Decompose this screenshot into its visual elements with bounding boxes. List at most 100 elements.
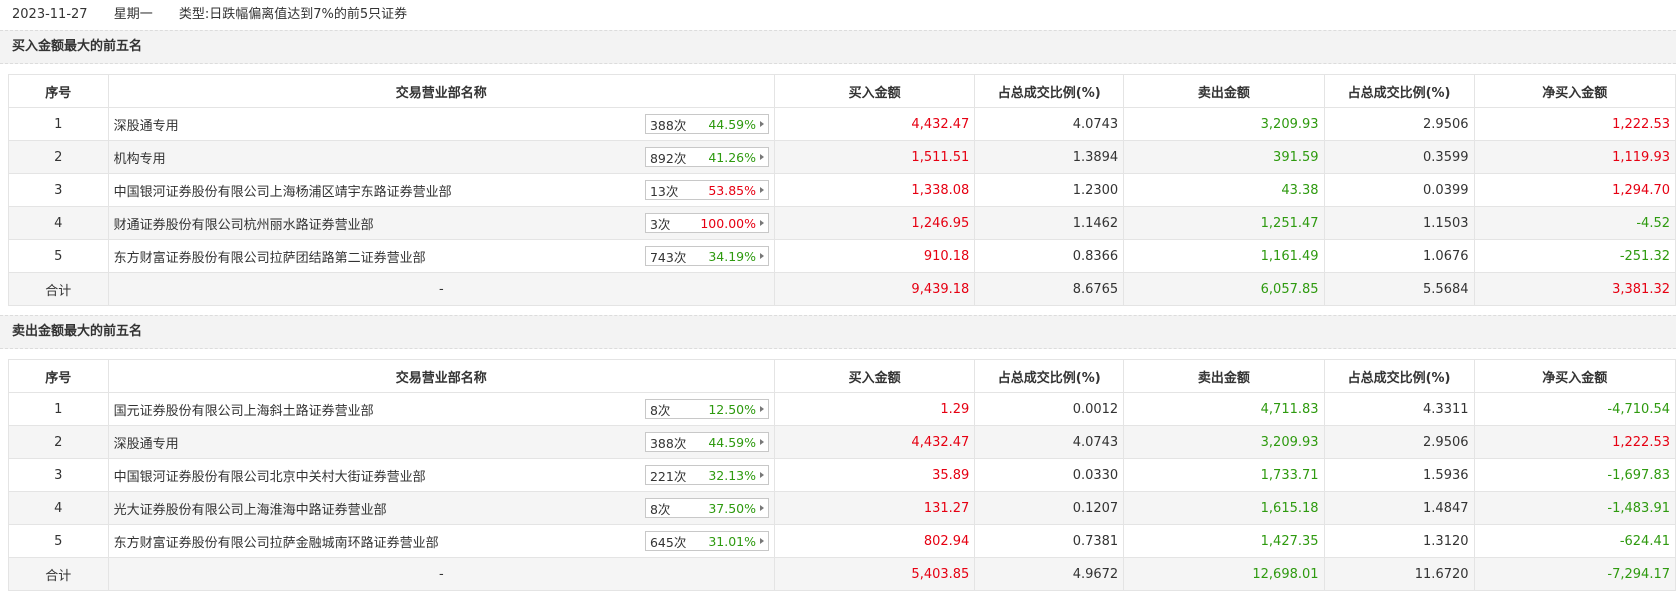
listing-count-button[interactable]: 8次 12.50% (644, 399, 769, 419)
row-number: 3 (8, 458, 109, 492)
table-row: 4 财通证券股份有限公司杭州丽水路证券营业部 3次 100.00% 1,246.95 1.… (8, 206, 1676, 240)
buy-ratio: 4.0743 (974, 107, 1125, 141)
caret-right-icon (759, 439, 764, 445)
sell-ratio: 0.0399 (1323, 173, 1475, 207)
listing-count-button[interactable]: 892次 41.26% (644, 147, 769, 167)
net-amount: -4,710.54 (1473, 392, 1676, 426)
table-row: 5 东方财富证券股份有限公司拉萨团结路第二证券营业部 743次 34.19% 910.1… (8, 239, 1676, 273)
broker-cell: 中国银河证券股份有限公司上海杨浦区靖宇东路证券营业部 13次 53.85% (107, 173, 775, 207)
buy-amount: 4,432.47 (773, 107, 976, 141)
win-rate: 37.50% (708, 500, 756, 516)
type-value: 日跌幅偏离值达到7%的前5只证券 (209, 7, 408, 22)
listing-count-button[interactable]: 743次 34.19% (644, 246, 769, 266)
sell-ratio: 0.3599 (1323, 140, 1475, 174)
listing-count: 388次 (649, 117, 687, 133)
broker-wrap: 东方财富证券股份有限公司拉萨团结路第二证券营业部 743次 34.19% (114, 246, 769, 266)
broker-name[interactable]: 财通证券股份有限公司杭州丽水路证券营业部 (113, 217, 374, 233)
broker-name[interactable]: 深股通专用 (113, 436, 179, 452)
buy-ratio: 0.1207 (974, 491, 1125, 525)
listing-count-button[interactable]: 3次 100.00% (644, 213, 769, 233)
caret-right-icon (759, 121, 764, 127)
buy-ratio: 0.7381 (974, 524, 1125, 558)
win-rate: 44.59% (708, 116, 756, 132)
buy-ratio: 1.2300 (974, 173, 1125, 207)
total-sell: 6,057.85 (1123, 272, 1325, 306)
listing-count-button[interactable]: 8次 37.50% (644, 498, 769, 518)
broker-cell: 深股通专用 388次 44.59% (107, 107, 775, 141)
total-broker: - (107, 557, 775, 591)
col-sell-ratio-header: 占总成交比例(%) (1323, 74, 1475, 108)
buy-top5-table: 序号 交易营业部名称 买入金额 占总成交比例(%) 卖出金额 占总成交比例(%) 净买入金额… (8, 74, 1676, 306)
broker-name[interactable]: 东方财富证券股份有限公司拉萨团结路第二证券营业部 (113, 250, 426, 266)
sell-ratio: 1.5936 (1323, 458, 1475, 492)
buy-ratio: 1.3894 (974, 140, 1125, 174)
sell-amount: 1,427.35 (1123, 524, 1325, 558)
sell-table-header: 序号 交易营业部名称 买入金额 占总成交比例(%) 卖出金额 占总成交比例(%) 净买入金额 (8, 359, 1676, 393)
win-rate: 31.01% (708, 533, 756, 549)
broker-wrap: 机构专用 892次 41.26% (114, 147, 769, 167)
broker-name[interactable]: 光大证券股份有限公司上海淮海中路证券营业部 (113, 502, 387, 518)
win-rate: 53.85% (708, 182, 756, 198)
buy-amount: 910.18 (773, 239, 976, 273)
sell-ratio: 4.3311 (1323, 392, 1475, 426)
sell-ratio: 1.1503 (1323, 206, 1475, 240)
buy-ratio: 0.0330 (974, 458, 1125, 492)
header-row: 序号 交易营业部名称 买入金额 占总成交比例(%) 卖出金额 占总成交比例(%) 净买入金额 (8, 359, 1676, 393)
sell-amount: 1,251.47 (1123, 206, 1325, 240)
table-row: 3 中国银河证券股份有限公司上海杨浦区靖宇东路证券营业部 13次 53.85% 1,33… (8, 173, 1676, 207)
sell-section-title: 卖出金额最大的前五名 (0, 315, 1676, 349)
listing-count-button[interactable]: 388次 44.59% (644, 432, 769, 452)
weekday: 星期一 (113, 7, 153, 22)
buy-amount: 131.27 (773, 491, 976, 525)
sell-amount: 1,733.71 (1123, 458, 1325, 492)
caret-right-icon (759, 505, 764, 511)
sell-amount: 1,615.18 (1123, 491, 1325, 525)
caret-right-icon (759, 220, 764, 226)
listing-count-button[interactable]: 645次 31.01% (644, 531, 769, 551)
broker-name[interactable]: 国元证券股份有限公司上海斜土路证券营业部 (113, 403, 374, 419)
broker-wrap: 财通证券股份有限公司杭州丽水路证券营业部 3次 100.00% (114, 213, 769, 233)
broker-cell: 财通证券股份有限公司杭州丽水路证券营业部 3次 100.00% (107, 206, 775, 240)
col-no-header: 序号 (8, 359, 109, 393)
total-buy-ratio: 8.6765 (974, 272, 1125, 306)
col-sell-header: 卖出金额 (1123, 74, 1325, 108)
broker-wrap: 国元证券股份有限公司上海斜土路证券营业部 8次 12.50% (114, 399, 769, 419)
total-buy: 9,439.18 (773, 272, 976, 306)
total-label: 合计 (8, 272, 109, 306)
win-rate: 32.13% (708, 467, 756, 483)
listing-count-button[interactable]: 388次 44.59% (644, 114, 769, 134)
col-no-header: 序号 (8, 74, 109, 108)
table-row: 2 深股通专用 388次 44.59% 4,432.47 4.0743 3,209.93 2.… (8, 425, 1676, 459)
broker-cell: 东方财富证券股份有限公司拉萨金融城南环路证券营业部 645次 31.01% (107, 524, 775, 558)
net-amount: -624.41 (1473, 524, 1676, 558)
col-buy-ratio-header: 占总成交比例(%) (974, 74, 1125, 108)
broker-wrap: 深股通专用 388次 44.59% (114, 432, 769, 452)
row-number: 4 (8, 206, 109, 240)
broker-wrap: 中国银河证券股份有限公司上海杨浦区靖宇东路证券营业部 13次 53.85% (114, 180, 769, 200)
type-label: 类型: (178, 7, 210, 22)
header-row: 序号 交易营业部名称 买入金额 占总成交比例(%) 卖出金额 占总成交比例(%) 净买入金额 (8, 74, 1676, 108)
listing-count: 743次 (649, 249, 687, 265)
sell-ratio: 1.4847 (1323, 491, 1475, 525)
caret-right-icon (759, 187, 764, 193)
broker-name[interactable]: 中国银河证券股份有限公司上海杨浦区靖宇东路证券营业部 (113, 184, 452, 200)
listing-count-button[interactable]: 221次 32.13% (644, 465, 769, 485)
broker-name[interactable]: 东方财富证券股份有限公司拉萨金融城南环路证券营业部 (113, 535, 439, 551)
sell-amount: 3,209.93 (1123, 107, 1325, 141)
total-net: 3,381.32 (1473, 272, 1676, 306)
listing-count: 388次 (649, 435, 687, 451)
sell-table-body: 1 国元证券股份有限公司上海斜土路证券营业部 8次 12.50% 1.29 0.0012 4… (8, 392, 1676, 591)
win-rate: 44.59% (708, 434, 756, 450)
listing-count-button[interactable]: 13次 53.85% (644, 180, 769, 200)
table-row: 1 国元证券股份有限公司上海斜土路证券营业部 8次 12.50% 1.29 0.0012 4… (8, 392, 1676, 426)
broker-cell: 国元证券股份有限公司上海斜土路证券营业部 8次 12.50% (107, 392, 775, 426)
broker-wrap: 深股通专用 388次 44.59% (114, 114, 769, 134)
broker-name[interactable]: 深股通专用 (113, 118, 179, 134)
info-bar: 2023-11-27 星期一 类型:日跌幅偏离值达到7%的前5只证券 (0, 0, 1676, 30)
net-amount: -1,697.83 (1473, 458, 1676, 492)
broker-name[interactable]: 机构专用 (113, 151, 166, 167)
total-broker: - (107, 272, 775, 306)
row-number: 1 (8, 107, 109, 141)
buy-amount: 1.29 (773, 392, 976, 426)
broker-name[interactable]: 中国银河证券股份有限公司北京中关村大街证券营业部 (113, 469, 426, 485)
